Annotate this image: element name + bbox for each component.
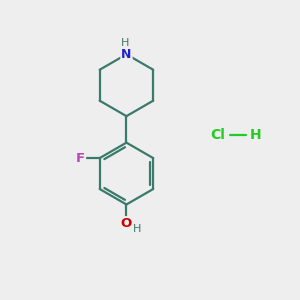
Text: N: N — [121, 48, 132, 61]
Text: H: H — [121, 38, 129, 48]
Text: F: F — [76, 152, 85, 165]
Text: O: O — [121, 217, 132, 230]
Text: H: H — [250, 128, 261, 142]
Text: Cl: Cl — [210, 128, 225, 142]
Text: H: H — [133, 224, 141, 234]
